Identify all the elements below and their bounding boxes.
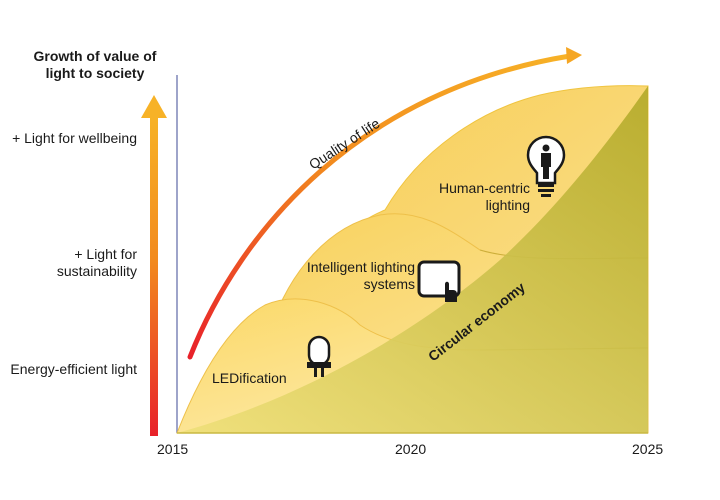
y-level-sustainability: + Light for sustainability bbox=[56, 246, 137, 279]
label-intelligent: Intelligent lighting systems bbox=[306, 259, 415, 292]
circular-economy-wedge bbox=[177, 86, 648, 433]
led-bulb-icon bbox=[307, 335, 331, 377]
y-axis-arrow-shaft bbox=[150, 118, 158, 436]
quality-of-life-arrow bbox=[187, 53, 573, 360]
y-level-energy: Energy-efficient light bbox=[10, 361, 137, 377]
label-ledification: LEDification bbox=[212, 370, 287, 386]
y-level-wellbeing: + Light for wellbeing bbox=[12, 130, 137, 146]
y-axis-title: Growth of value of light to society bbox=[33, 48, 157, 81]
y-axis-arrow-head bbox=[141, 95, 167, 118]
quality-of-life-arrow-head bbox=[566, 47, 582, 64]
x-tick-2020: 2020 bbox=[395, 441, 427, 457]
x-tick-2025: 2025 bbox=[632, 441, 664, 457]
label-human-centric: Human-centric lighting bbox=[438, 180, 530, 213]
quality-of-life-label: Quality of life bbox=[306, 115, 383, 173]
touchscreen-icon bbox=[417, 260, 461, 302]
x-tick-2015: 2015 bbox=[157, 441, 189, 457]
person-bulb-icon bbox=[526, 135, 566, 197]
